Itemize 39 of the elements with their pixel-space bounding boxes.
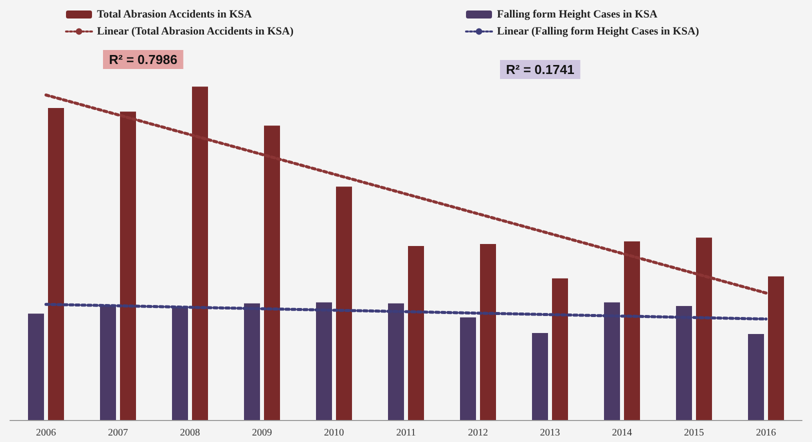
bar xyxy=(100,305,116,420)
bar xyxy=(172,307,188,420)
x-tick-label: 2010 xyxy=(324,428,344,438)
x-tick-label: 2014 xyxy=(612,428,632,438)
x-tick-label: 2016 xyxy=(756,428,776,438)
bar xyxy=(532,333,548,420)
legend-label: Linear (Falling form Height Cases in KSA) xyxy=(497,26,700,38)
bar xyxy=(768,276,784,420)
legend-label: Falling form Height Cases in KSA xyxy=(497,8,658,20)
bar xyxy=(48,108,64,420)
x-tick-label: 2013 xyxy=(540,428,560,438)
x-tick-label: 2009 xyxy=(252,428,272,438)
x-tick-label: 2008 xyxy=(180,428,200,438)
bar xyxy=(336,186,352,420)
bar xyxy=(28,314,44,420)
bar xyxy=(408,246,424,420)
bar xyxy=(244,303,260,420)
bar xyxy=(552,278,568,420)
bar xyxy=(264,126,280,420)
bar xyxy=(120,112,136,420)
bar xyxy=(460,317,476,420)
bar xyxy=(316,302,332,420)
x-tick-label: 2012 xyxy=(468,428,488,438)
text: R² = 0.7986 xyxy=(109,52,178,67)
bar xyxy=(480,244,496,420)
bar xyxy=(696,238,712,420)
bar xyxy=(748,334,764,420)
bar xyxy=(604,302,620,420)
x-tick-label: 2011 xyxy=(396,428,416,438)
bar xyxy=(676,306,692,420)
bar xyxy=(624,241,640,420)
text: R² = 0.1741 xyxy=(506,62,574,77)
legend-label: Total Abrasion Accidents in KSA xyxy=(97,8,252,20)
x-tick-label: 2006 xyxy=(36,428,56,438)
x-tick-label: 2015 xyxy=(684,428,704,438)
x-tick-label: 2007 xyxy=(108,428,128,438)
bar xyxy=(388,303,404,420)
bar xyxy=(192,86,208,420)
legend-label: Linear (Total Abrasion Accidents in KSA) xyxy=(97,26,294,38)
